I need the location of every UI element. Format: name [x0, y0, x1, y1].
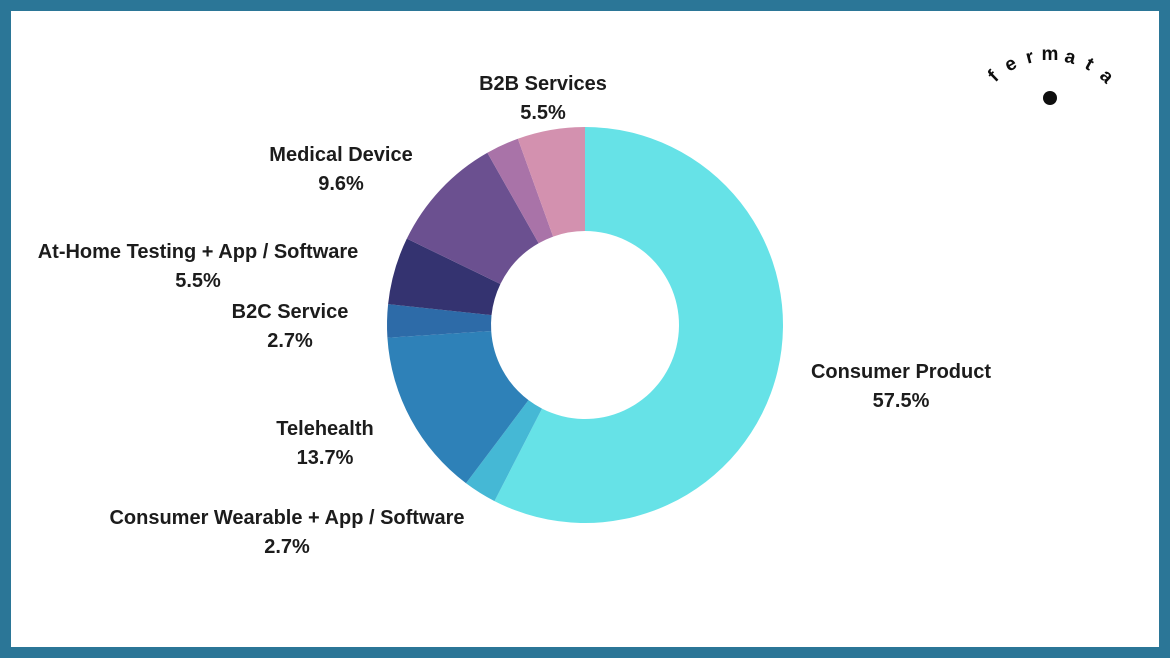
slice-label-text: B2C Service	[231, 301, 349, 323]
slice-label-percentage: 9.6%	[318, 173, 364, 195]
slice-label-text: At-Home Testing + App / Software	[37, 241, 359, 263]
donut-slice-unlabeled	[487, 138, 554, 244]
slice-label-text: Telehealth	[276, 418, 374, 440]
slice-label-percentage: 13.7%	[296, 447, 354, 469]
slice-label-text: Medical Device	[269, 144, 413, 166]
slice-label-medical-device: Medical Device 9.6%	[269, 141, 412, 199]
slice-label-percentage: 2.7%	[267, 330, 313, 352]
slice-label-text: B2B Services	[479, 73, 607, 95]
slice-label-percentage: 2.7%	[264, 536, 310, 558]
donut-slice-at-home-testing-app-software	[388, 238, 501, 316]
donut-slice-medical-device	[406, 152, 539, 285]
slice-label-b2b-services: B2B Services 5.5%	[479, 70, 607, 128]
donut-slice-b2c-service	[386, 304, 492, 338]
donut-slice-consumer-wearable-app-software	[466, 400, 543, 502]
donut-slice-b2b-services	[517, 127, 585, 237]
slice-label-consumer-product: Consumer Product 57.5%	[811, 358, 991, 416]
slice-label-b2c-service: B2C Service 2.7%	[232, 298, 349, 356]
slice-label-percentage: 57.5%	[872, 390, 930, 412]
donut-slice-consumer-product	[494, 127, 784, 523]
donut-slice-telehealth	[387, 331, 529, 484]
slice-label-percentage: 5.5%	[175, 270, 221, 292]
slice-label-consumer-wearable-app-software: Consumer Wearable + App / Software 2.7%	[109, 504, 464, 562]
slice-label-at-home-testing-app-software: At-Home Testing + App / Software 5.5%	[38, 238, 359, 296]
slice-label-telehealth: Telehealth 13.7%	[276, 415, 373, 473]
slice-label-percentage: 5.5%	[520, 102, 566, 124]
slice-label-text: Consumer Product	[810, 361, 992, 383]
slice-label-text: Consumer Wearable + App / Software	[109, 507, 465, 529]
